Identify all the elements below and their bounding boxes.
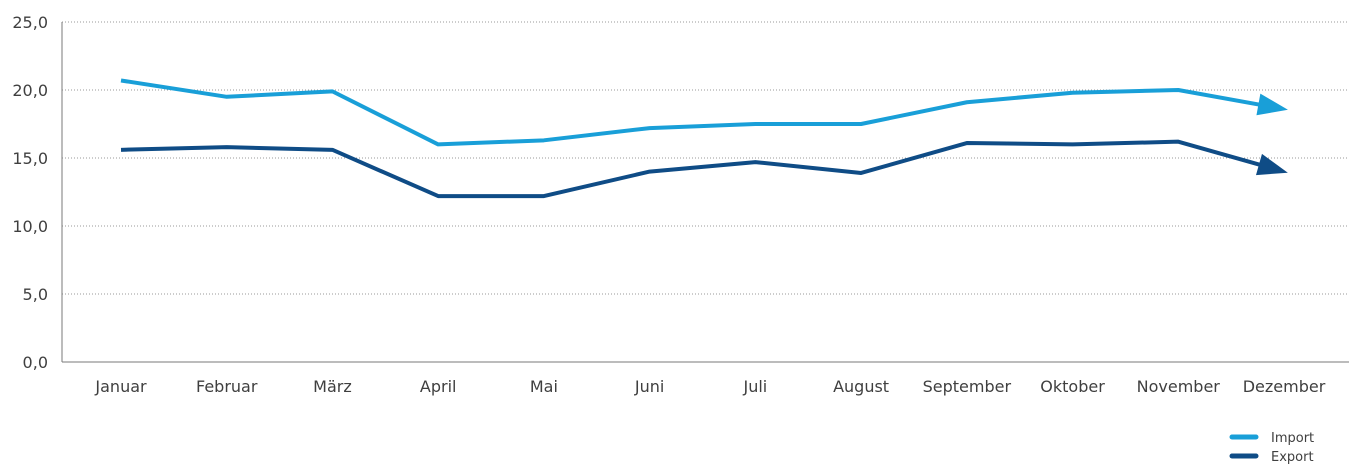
legend: Import Export [1229,431,1314,465]
y-tick-label: 0,0 [23,353,48,372]
x-tick-label: September [923,377,1012,396]
grid-layer [62,21,1349,295]
series-line-export [120,139,1262,199]
y-tick-label: 25,0 [12,13,48,32]
x-tick-label: Juli [742,377,767,396]
x-tick-label: Januar [94,377,147,396]
x-tick-label: Juni [634,377,664,396]
legend-label-export: Export [1271,450,1314,465]
x-tick-label: Mai [530,377,558,396]
series-layer [120,78,1288,199]
y-tick-label: 15,0 [12,149,48,168]
x-tick-label: Oktober [1040,377,1105,396]
x-tick-label: Februar [196,377,258,396]
y-tick-label: 20,0 [12,81,48,100]
x-tick-label: August [833,377,889,396]
y-tick-label: 5,0 [23,285,48,304]
y-tick-label: 10,0 [12,217,48,236]
y-tick-labels: 0,0 5,0 10,0 15,0 20,0 25,0 [12,13,48,372]
legend-label-import: Import [1271,431,1314,446]
x-tick-label: Dezember [1243,377,1326,396]
axis-layer [61,22,1349,363]
x-tick-label: November [1137,377,1221,396]
x-tick-label: April [420,377,457,396]
x-tick-labels: Januar Februar März April Mai Juni Juli August S… [94,377,1325,396]
series-line-import [120,78,1261,147]
series-arrow-import [1256,93,1288,116]
x-tick-label: März [313,377,352,396]
series-arrow-export [1255,153,1288,176]
